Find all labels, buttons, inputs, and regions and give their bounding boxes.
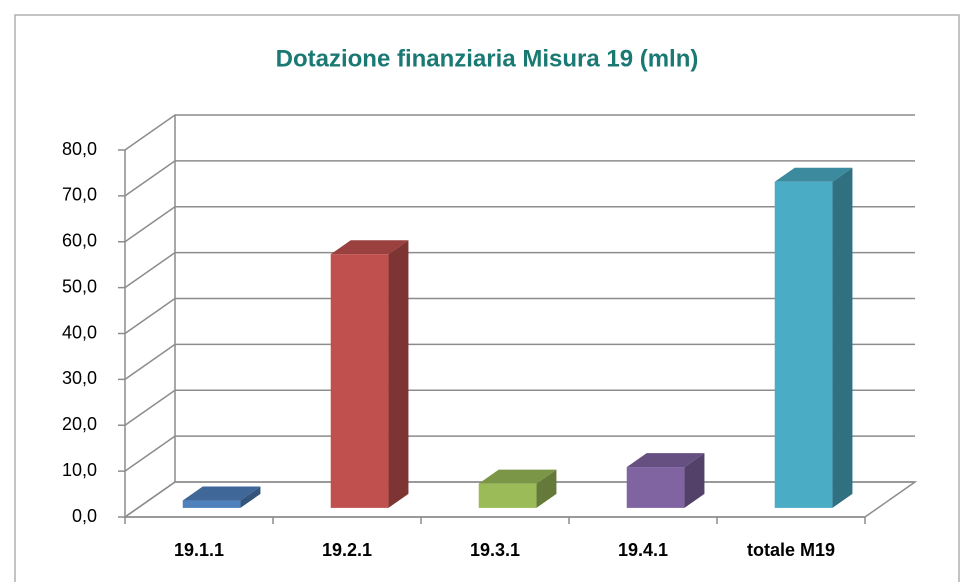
y-tick-label: 60,0 xyxy=(62,231,97,251)
grid-line xyxy=(124,389,915,426)
bar-top xyxy=(478,469,557,484)
grid-line xyxy=(124,343,915,380)
y-tick-label: 40,0 xyxy=(62,322,97,342)
bar-top xyxy=(626,453,705,468)
bar-top xyxy=(330,240,409,255)
x-tick-label: 19.1.1 xyxy=(174,540,224,560)
x-tick-label: totale M19 xyxy=(747,540,835,560)
grid-line xyxy=(124,251,915,289)
bar xyxy=(182,500,241,508)
y-tick-label: 10,0 xyxy=(62,460,97,480)
x-tick-label: 19.2.1 xyxy=(322,540,372,560)
bar-side xyxy=(684,453,705,508)
bar-top xyxy=(182,486,261,501)
y-tick-label: 30,0 xyxy=(62,368,97,388)
x-tick-label: 19.3.1 xyxy=(470,540,520,560)
bar-side xyxy=(240,486,261,508)
y-tick-label: 70,0 xyxy=(62,185,97,205)
bar xyxy=(478,483,537,508)
y-tick-label: 80,0 xyxy=(62,139,97,159)
grid-line xyxy=(124,206,915,243)
grid-line xyxy=(124,297,915,335)
y-tick-label: 20,0 xyxy=(62,414,97,434)
grid-line xyxy=(124,114,915,151)
x-tick-label: 19.4.1 xyxy=(618,540,668,560)
y-tick-label: 0,0 xyxy=(72,506,97,526)
bar-side xyxy=(388,240,409,508)
chart-title: Dotazione finanziaria Misura 19 (mln) xyxy=(276,45,699,72)
grid-line xyxy=(124,160,915,197)
bar-side xyxy=(832,167,853,508)
y-tick-label: 50,0 xyxy=(62,276,97,296)
bar xyxy=(774,181,833,508)
bar xyxy=(330,254,389,508)
grid-line xyxy=(124,435,915,472)
bar xyxy=(626,467,685,508)
bar-top xyxy=(774,167,853,182)
bar-side xyxy=(536,469,557,508)
